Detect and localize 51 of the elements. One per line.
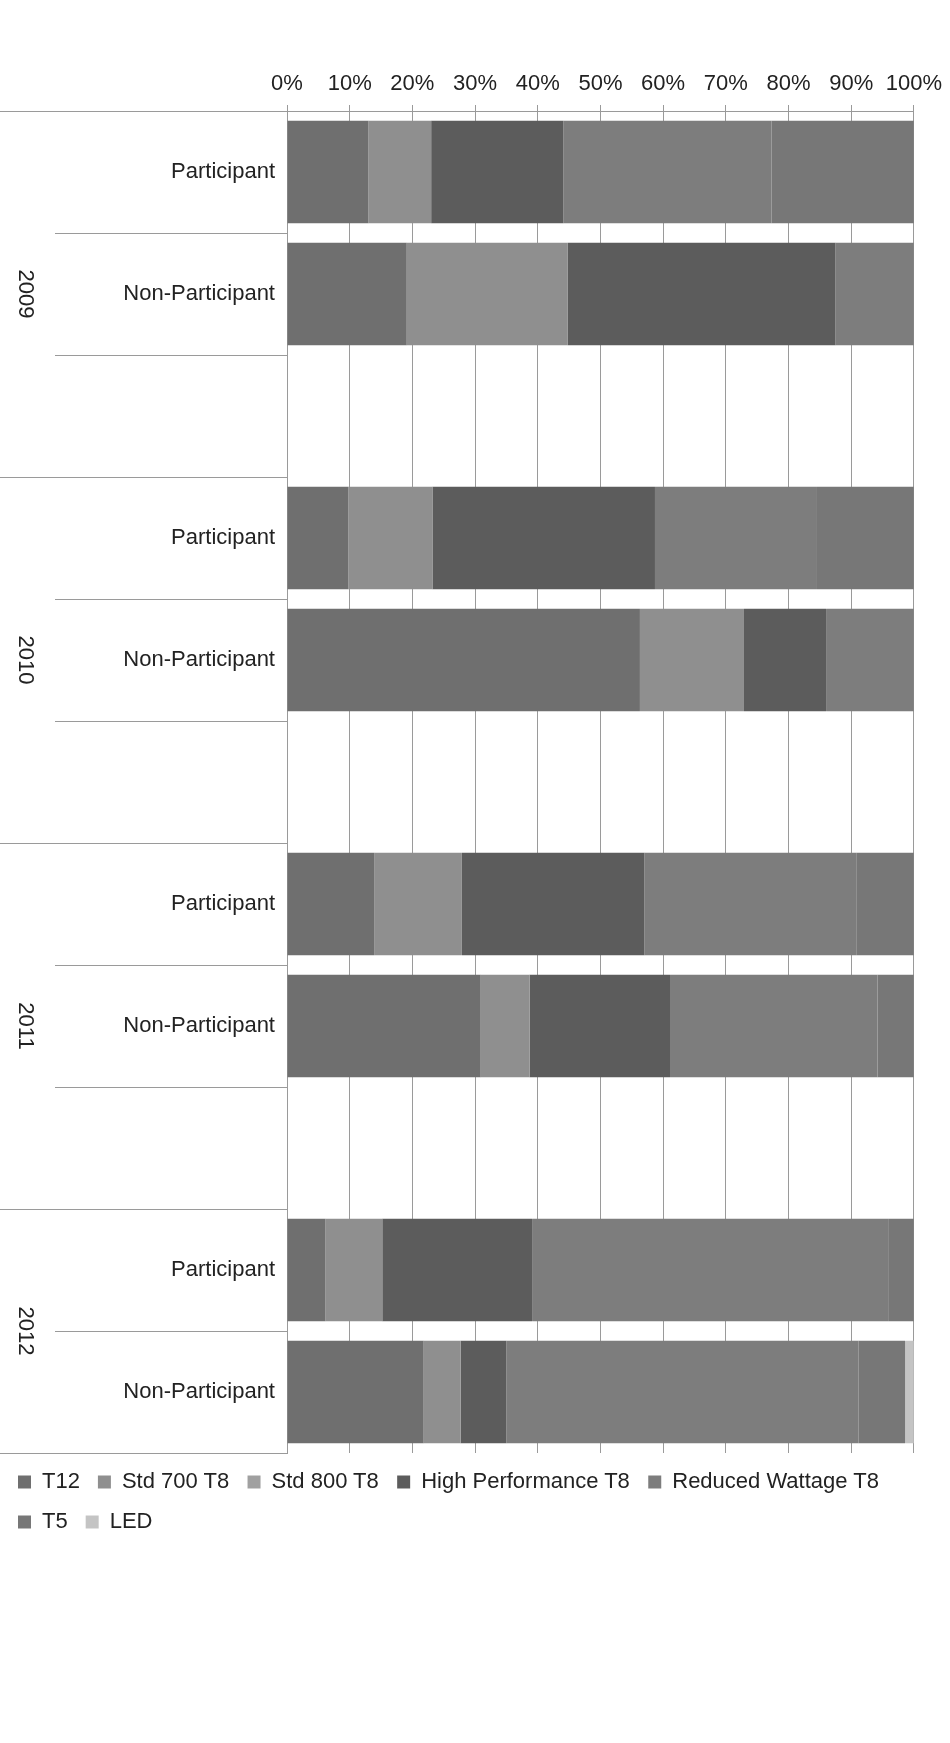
bar: [382, 1218, 533, 1322]
y-tick-label: Participant: [171, 524, 275, 550]
legend-label: High Performance T8: [421, 1468, 630, 1494]
bar: [287, 120, 369, 224]
legend-label: Std 700 T8: [121, 1468, 230, 1494]
y-tick-label: Participant: [171, 158, 275, 184]
y-tick-label: Participant: [171, 890, 275, 916]
y-tick-label: Non-Participant: [123, 280, 275, 306]
x-tick-label: 10%: [327, 69, 372, 95]
bar: [287, 608, 640, 712]
x-tick-label: 50%: [578, 69, 623, 95]
bar: [287, 974, 481, 1078]
bar: [287, 1340, 424, 1444]
bar: [461, 852, 645, 956]
text: 2010: [13, 635, 39, 685]
bar: [835, 242, 914, 346]
legend-label: Std 800 T8: [271, 1468, 379, 1494]
bar: [480, 974, 530, 1078]
x-tick-label: 60%: [641, 69, 686, 95]
bar: [287, 242, 407, 346]
y-tick-label: Non-Participant: [123, 1378, 275, 1404]
y-tick-label: Participant: [171, 1256, 275, 1282]
x-tick-label: 30%: [453, 69, 498, 95]
bar: [432, 486, 655, 590]
y-tick-label: Non-Participant: [123, 646, 275, 672]
bar: [287, 852, 375, 956]
x-tick-label: 80%: [766, 69, 811, 95]
bar: [743, 608, 827, 712]
bar: [423, 1340, 461, 1444]
legend-label: T5: [42, 1508, 68, 1534]
bar: [826, 608, 914, 712]
bar: [905, 1340, 914, 1444]
bar: [460, 1340, 507, 1444]
x-tick-label: 70%: [703, 69, 748, 95]
x-tick-label: 20%: [390, 69, 435, 95]
x-tick-label: 40%: [515, 69, 560, 95]
legend-label: LED: [109, 1508, 153, 1534]
text: 2009: [13, 269, 39, 319]
bar: [287, 486, 349, 590]
bar: [431, 120, 564, 224]
x-tick-label: 100%: [885, 69, 943, 95]
text: 2012: [13, 1306, 39, 1356]
y-tick-label: Non-Participant: [123, 1012, 275, 1038]
bar: [287, 1218, 326, 1322]
x-tick-label: 90%: [829, 69, 874, 95]
bar: [567, 242, 836, 346]
bar: [529, 974, 671, 1078]
x-tick-label: 0%: [271, 69, 303, 95]
legend-label: T12: [42, 1468, 80, 1494]
text: 2011: [13, 1002, 39, 1050]
legend-label: Reduced Wattage T8: [672, 1468, 879, 1494]
